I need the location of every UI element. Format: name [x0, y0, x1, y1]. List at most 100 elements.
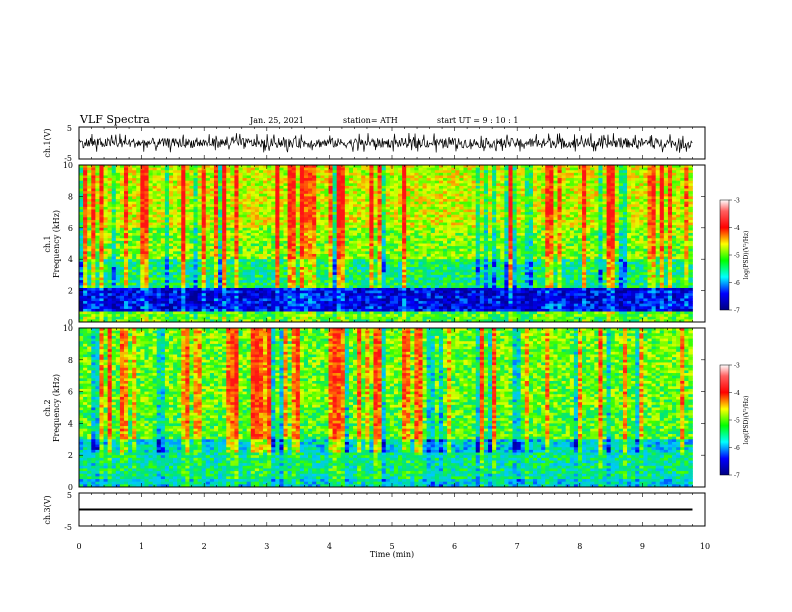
spectrogram-cell: [373, 175, 377, 178]
spectrogram-cell: [173, 244, 177, 247]
spectrogram-cell: [149, 173, 153, 176]
spectrogram-cell: [525, 241, 529, 244]
spectrogram-cell: [521, 191, 525, 194]
spectrogram-cell: [647, 181, 651, 184]
spectrogram-cell: [267, 244, 271, 247]
spectrogram-cell: [124, 225, 128, 228]
spectrogram-cell: [500, 178, 504, 181]
spectrogram-cell: [594, 196, 598, 199]
spectrogram-cell: [386, 183, 390, 186]
spectrogram-cell: [169, 233, 173, 236]
spectrogram-cell: [480, 217, 484, 220]
spectrogram-cell: [607, 204, 611, 207]
spectrogram-cell: [459, 223, 463, 226]
spectrogram-cell: [480, 212, 484, 215]
spectrogram-cell: [292, 236, 296, 239]
spectrogram-cell: [353, 220, 357, 223]
spectrogram-cell: [108, 183, 112, 186]
spectrogram-cell: [558, 204, 562, 207]
spectrogram-cell: [341, 225, 345, 228]
spectrogram-cell: [104, 173, 108, 176]
spectrogram-cell: [99, 217, 103, 220]
spectrogram-cell: [99, 207, 103, 210]
spectrogram-cell: [378, 191, 382, 194]
spectrogram-cell: [144, 168, 148, 171]
spectrogram-cell: [427, 238, 431, 241]
spectrogram-cell: [161, 249, 165, 252]
spectrogram-cell: [189, 238, 193, 241]
spectrogram-cell: [263, 175, 267, 178]
spectrogram-cell: [79, 186, 83, 189]
spectrogram-cell: [116, 170, 120, 173]
spectrogram-cell: [545, 194, 549, 197]
spectrogram-cell: [210, 194, 214, 197]
spectrogram-cell: [263, 191, 267, 194]
spectrogram-cell: [128, 228, 132, 231]
spectrogram-cell: [603, 207, 607, 210]
spectrogram-cell: [279, 230, 283, 233]
spectrogram-cell: [598, 170, 602, 173]
spectrogram-cell: [549, 204, 553, 207]
spectrogram-cell: [83, 207, 87, 210]
spectrogram-cell: [549, 186, 553, 189]
spectrogram-cell: [688, 181, 692, 184]
spectrogram-cell: [255, 223, 259, 226]
spectrogram-cell: [259, 183, 263, 186]
spectrogram-cell: [283, 207, 287, 210]
spectrogram-cell: [394, 228, 398, 231]
spectrogram-cell: [140, 244, 144, 247]
spectrogram-cell: [214, 186, 218, 189]
spectrogram-cell: [95, 228, 99, 231]
spectrogram-cell: [243, 168, 247, 171]
spectrogram-cell: [386, 191, 390, 194]
spectrogram-cell: [198, 191, 202, 194]
spectrogram-cell: [427, 225, 431, 228]
spectrogram-cell: [255, 212, 259, 215]
spectrogram-cell: [468, 230, 472, 233]
spectrogram-cell: [296, 225, 300, 228]
spectrogram-cell: [316, 202, 320, 205]
spectrogram-cell: [586, 241, 590, 244]
spectrogram-cell: [525, 194, 529, 197]
spectrogram-cell: [247, 236, 251, 239]
spectrogram-cell: [132, 215, 136, 218]
spectrogram-cell: [545, 199, 549, 202]
spectrogram-cell: [259, 189, 263, 192]
spectrogram-cell: [263, 199, 267, 202]
spectrogram-cell: [83, 241, 87, 244]
spectrogram-cell: [410, 191, 414, 194]
spectrogram-cell: [590, 170, 594, 173]
spectrogram-cell: [382, 183, 386, 186]
spectrogram-cell: [594, 230, 598, 233]
spectrogram-cell: [328, 170, 332, 173]
spectrogram-cell: [549, 191, 553, 194]
spectrogram-cell: [112, 217, 116, 220]
spectrogram-cell: [259, 175, 263, 178]
spectrogram-cell: [120, 217, 124, 220]
spectrogram-cell: [177, 175, 181, 178]
spectrogram-cell: [619, 225, 623, 228]
spectrogram-cell: [91, 170, 95, 173]
spectrogram-cell: [688, 212, 692, 215]
spectrogram-cell: [222, 230, 226, 233]
spectrogram-cell: [353, 189, 357, 192]
spectrogram-cell: [202, 249, 206, 252]
spectrogram-cell: [259, 202, 263, 205]
spectrogram-cell: [95, 178, 99, 181]
spectrogram-cell: [635, 207, 639, 210]
spectrogram-cell: [443, 236, 447, 239]
spectrogram-cell: [104, 209, 108, 212]
spectrogram-cell: [132, 202, 136, 205]
spectrogram-cell: [652, 225, 656, 228]
spectrogram-cell: [304, 196, 308, 199]
spectrogram-cell: [247, 228, 251, 231]
spectrogram-cell: [508, 241, 512, 244]
spectrogram-cell: [418, 223, 422, 226]
spectrogram-cell: [431, 175, 435, 178]
spectrogram-cell: [586, 170, 590, 173]
spectrogram-cell: [169, 202, 173, 205]
spectrogram-cell: [427, 246, 431, 249]
spectrogram-cell: [488, 191, 492, 194]
spectrogram-cell: [525, 236, 529, 239]
spectrogram-cell: [631, 204, 635, 207]
